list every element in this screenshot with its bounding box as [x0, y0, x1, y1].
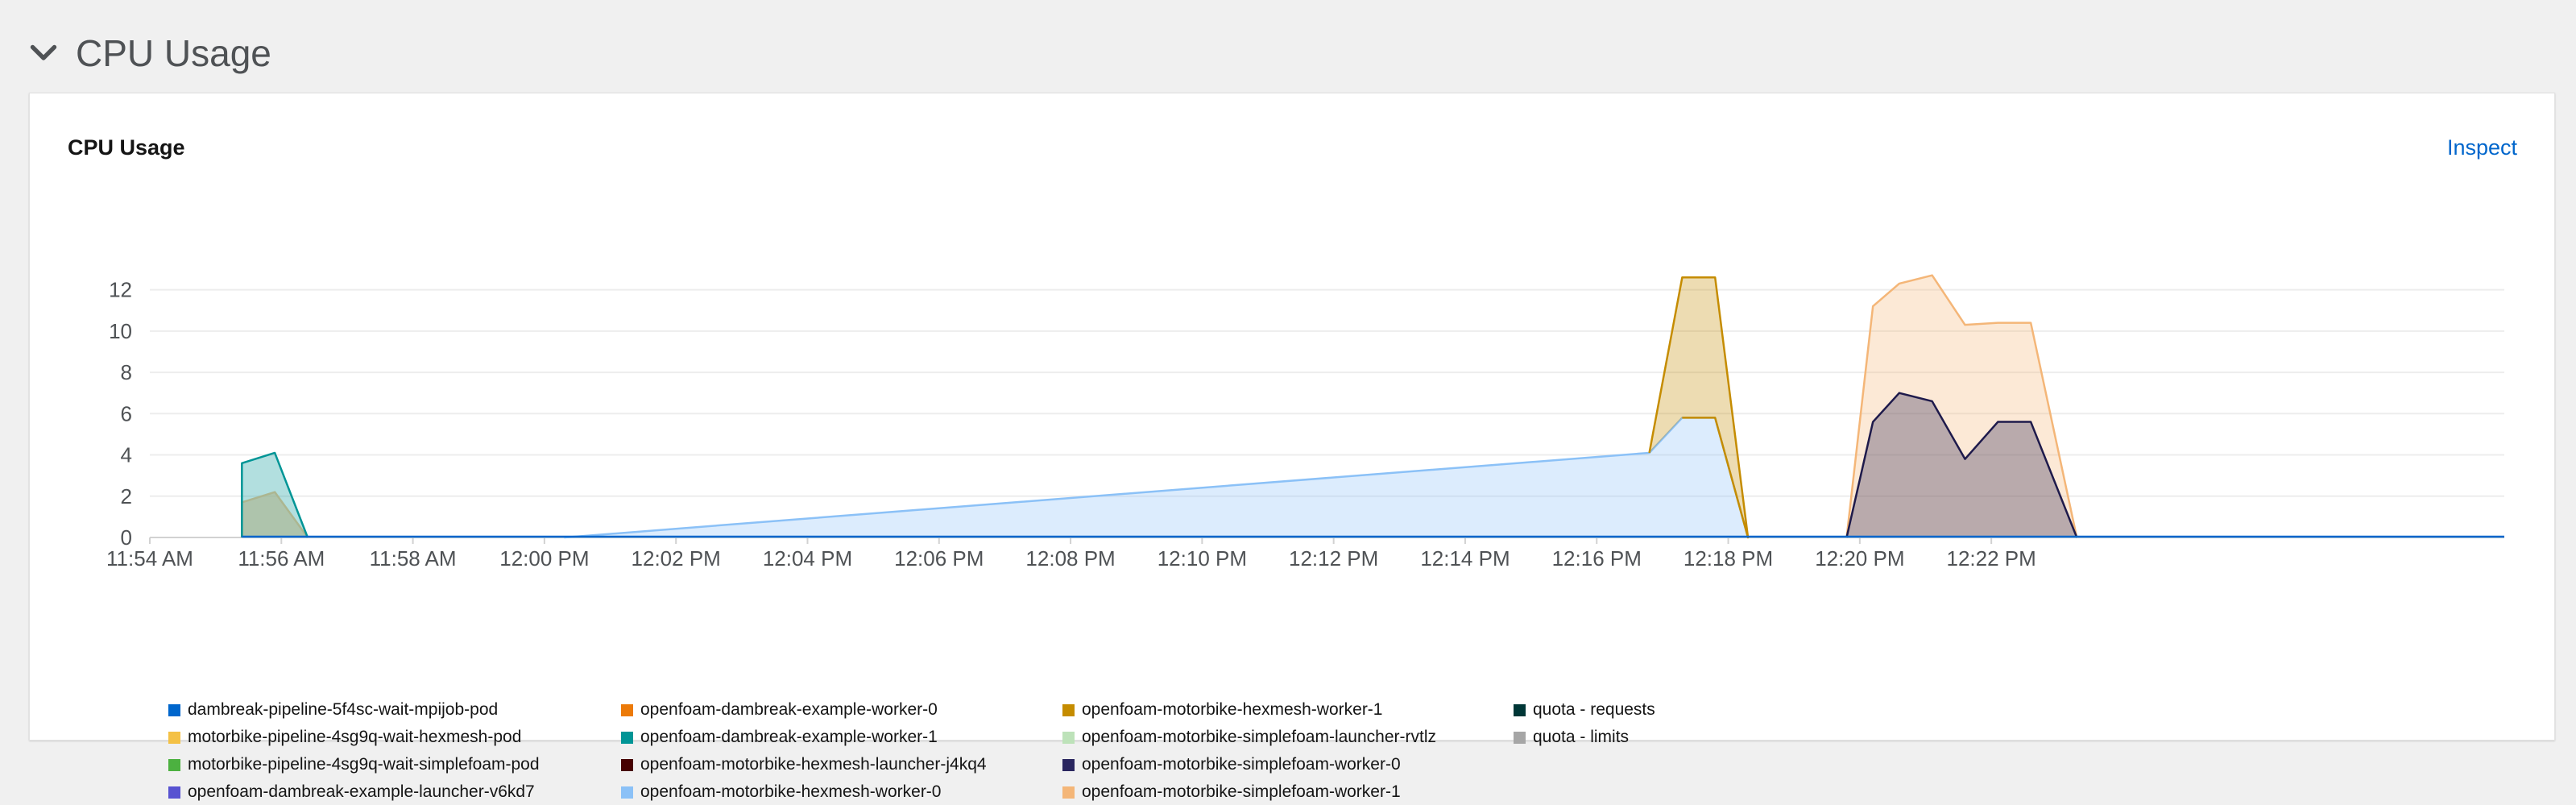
- legend-label: quota - limits: [1533, 728, 1630, 746]
- area-series-line: [1845, 274, 2078, 538]
- legend-swatch: [1062, 731, 1075, 744]
- x-tick-label: 12:04 PM: [763, 546, 852, 571]
- legend-swatch: [168, 703, 180, 716]
- legend-swatch: [621, 731, 633, 744]
- legend-swatch: [168, 786, 180, 799]
- area-series: [1846, 392, 2077, 537]
- x-tick-label: 12:02 PM: [632, 546, 721, 571]
- legend-item[interactable]: motorbike-pipeline-4sg9q-wait-hexmesh-po…: [168, 728, 521, 747]
- legend-swatch: [621, 703, 633, 716]
- legend-item[interactable]: openfoam-dambreak-example-launcher-v6kd7: [168, 782, 535, 802]
- legend-label: openfoam-motorbike-hexmesh-launcher-j4kq…: [640, 755, 987, 774]
- x-tick-label: 11:58 AM: [370, 546, 457, 571]
- card-title: CPU Usage: [68, 135, 185, 160]
- y-tick-label: 2: [121, 484, 132, 508]
- legend-label: openfoam-motorbike-simplefoam-launcher-r…: [1082, 728, 1436, 746]
- y-tick-label: 6: [121, 401, 132, 425]
- legend-swatch: [1514, 703, 1526, 716]
- legend-swatch: [1062, 703, 1075, 716]
- legend-item[interactable]: openfoam-motorbike-hexmesh-worker-0: [621, 782, 941, 802]
- cpu-usage-chart: 0 2 4 6 8 10 12 11:54 AM 11:56 AM 11:58 AM 12:00 P…: [106, 274, 2504, 571]
- legend-label: motorbike-pipeline-4sg9q-wait-hexmesh-po…: [188, 728, 522, 746]
- x-tick-label: 12:00 PM: [499, 546, 589, 571]
- area-series: [242, 452, 308, 537]
- legend-label: openfoam-dambreak-example-launcher-v6kd7: [188, 782, 535, 801]
- x-tick-label: 12:20 PM: [1815, 546, 1904, 571]
- legend-item[interactable]: motorbike-pipeline-4sg9q-wait-simplefoam…: [168, 755, 540, 774]
- area-series-line: [1845, 392, 2078, 538]
- area-series: [1846, 275, 2077, 537]
- legend-label: openfoam-motorbike-hexmesh-worker-1: [1082, 700, 1383, 719]
- legend-item[interactable]: openfoam-motorbike-hexmesh-worker-1: [1062, 700, 1382, 720]
- x-tick-label: 12:12 PM: [1289, 546, 1378, 571]
- legend-item[interactable]: openfoam-motorbike-simplefoam-worker-0: [1062, 755, 1401, 774]
- area-series-line: [241, 451, 309, 538]
- legend-item[interactable]: quota - requests: [1514, 700, 1655, 720]
- legend-label: openfoam-motorbike-simplefoam-worker-1: [1082, 782, 1401, 801]
- legend-swatch: [1062, 758, 1075, 771]
- area-series: [242, 492, 308, 537]
- legend-item[interactable]: dambreak-pipeline-5f4sc-wait-mpijob-pod: [168, 700, 498, 720]
- legend-label: dambreak-pipeline-5f4sc-wait-mpijob-pod: [188, 700, 499, 719]
- legend-swatch: [168, 731, 180, 744]
- y-tick-label: 0: [121, 525, 132, 550]
- y-tick-label: 12: [109, 278, 132, 302]
- legend-label: motorbike-pipeline-4sg9q-wait-simplefoam…: [188, 755, 540, 774]
- legend-item[interactable]: openfoam-motorbike-simplefoam-launcher-r…: [1062, 728, 1436, 747]
- area-series-line: [1648, 276, 1750, 539]
- legend-item[interactable]: openfoam-dambreak-example-worker-0: [621, 700, 938, 720]
- y-tick-label: 8: [121, 360, 132, 384]
- legend-swatch: [168, 758, 180, 771]
- legend-swatch: [1514, 731, 1526, 744]
- chevron-down-icon[interactable]: [29, 39, 58, 68]
- legend-item[interactable]: openfoam-motorbike-simplefoam-worker-1: [1062, 782, 1401, 802]
- x-tick-label: 11:54 AM: [106, 546, 193, 571]
- x-tick-label: 12:14 PM: [1420, 546, 1510, 571]
- area-series: [1649, 277, 1749, 537]
- legend-label: quota - requests: [1533, 700, 1655, 719]
- x-tick-label: 12:08 PM: [1025, 546, 1115, 571]
- x-tick-label: 12:10 PM: [1158, 546, 1247, 571]
- x-tick-label: 11:56 AM: [238, 546, 325, 571]
- cpu-usage-card: CPU Usage Inspect 0 2 4 6 8 10 12 11:54 AM 11:56…: [29, 93, 2555, 801]
- y-tick-label: 10: [109, 319, 132, 343]
- legend-swatch: [621, 786, 633, 799]
- x-tick-label: 12:18 PM: [1684, 546, 1773, 571]
- legend-swatch: [621, 758, 633, 771]
- legend-item[interactable]: quota - limits: [1514, 728, 1629, 747]
- section-toggle[interactable]: CPU Usage: [29, 29, 271, 77]
- legend-label: openfoam-dambreak-example-worker-1: [640, 728, 938, 746]
- legend-item[interactable]: openfoam-dambreak-example-worker-1: [621, 728, 938, 747]
- x-tick-label: 12:06 PM: [894, 546, 984, 571]
- x-tick-label: 12:16 PM: [1552, 546, 1642, 571]
- section-title: CPU Usage: [76, 32, 271, 74]
- legend-label: openfoam-dambreak-example-worker-0: [640, 700, 938, 719]
- x-tick-label: 12:22 PM: [1946, 546, 2036, 571]
- legend-label: openfoam-motorbike-hexmesh-worker-0: [640, 782, 942, 801]
- legend-swatch: [1062, 786, 1075, 799]
- y-tick-label: 4: [121, 443, 132, 467]
- chart-legend: dambreak-pipeline-5f4sc-wait-mpijob-pod m…: [168, 700, 1779, 805]
- inspect-link[interactable]: Inspect: [2446, 135, 2517, 160]
- area-series: [564, 417, 1749, 537]
- legend-item[interactable]: openfoam-motorbike-hexmesh-launcher-j4kq…: [621, 755, 987, 774]
- legend-label: openfoam-motorbike-simplefoam-worker-0: [1082, 755, 1401, 774]
